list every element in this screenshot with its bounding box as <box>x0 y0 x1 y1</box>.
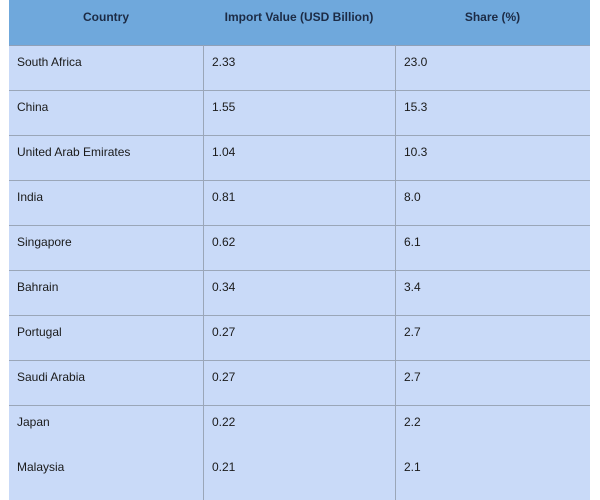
table-row: Portugal 0.27 2.7 <box>9 315 590 360</box>
column-divider <box>203 45 204 500</box>
cell-share: 2.1 <box>404 460 421 474</box>
cell-import-value: 0.27 <box>212 325 236 339</box>
row-divider <box>9 135 590 136</box>
cell-import-value: 0.21 <box>212 460 236 474</box>
table-row: United Arab Emirates 1.04 10.3 <box>9 135 590 180</box>
cell-import-value: 0.22 <box>212 415 236 429</box>
cell-share: 2.7 <box>404 370 421 384</box>
cell-country: China <box>17 100 49 114</box>
cell-country: Bahrain <box>17 280 59 294</box>
table-row: China 1.55 15.3 <box>9 90 590 135</box>
cell-share: 2.2 <box>404 415 421 429</box>
cell-share: 23.0 <box>404 55 428 69</box>
cell-import-value: 0.62 <box>212 235 236 249</box>
table-row: Japan 0.22 2.2 <box>9 405 590 450</box>
row-divider <box>9 90 590 91</box>
table-row: Malaysia 0.21 2.1 <box>9 450 590 495</box>
table-row: Singapore 0.62 6.1 <box>9 225 590 270</box>
cell-country: Saudi Arabia <box>17 370 86 384</box>
row-divider <box>9 270 590 271</box>
row-divider <box>9 225 590 226</box>
cell-import-value: 1.04 <box>212 145 236 159</box>
import-table: Country Import Value (USD Billion) Share… <box>9 0 590 500</box>
table-row: Bahrain 0.34 3.4 <box>9 270 590 315</box>
table-header-row: Country Import Value (USD Billion) Share… <box>9 0 590 46</box>
cell-import-value: 0.81 <box>212 190 236 204</box>
column-divider <box>395 45 396 500</box>
table-row: India 0.81 8.0 <box>9 180 590 225</box>
cell-import-value: 2.33 <box>212 55 236 69</box>
cell-country: Malaysia <box>17 460 65 474</box>
cell-country: Singapore <box>17 235 72 249</box>
table-row: Saudi Arabia 0.27 2.7 <box>9 360 590 405</box>
header-share: Share (%) <box>464 10 521 24</box>
cell-country: Japan <box>17 415 50 429</box>
cell-import-value: 0.27 <box>212 370 236 384</box>
cell-share: 15.3 <box>404 100 428 114</box>
cell-share: 3.4 <box>404 280 421 294</box>
cell-country: South Africa <box>17 55 82 69</box>
header-import-value: Import Value (USD Billion) <box>224 10 374 24</box>
header-country: Country <box>83 10 129 24</box>
cell-country: Portugal <box>17 325 62 339</box>
row-divider <box>9 360 590 361</box>
cell-share: 2.7 <box>404 325 421 339</box>
cell-country: India <box>17 190 44 204</box>
cell-import-value: 0.34 <box>212 280 236 294</box>
table-row: South Africa 2.33 23.0 <box>9 45 590 90</box>
cell-share: 10.3 <box>404 145 428 159</box>
row-divider <box>9 315 590 316</box>
cell-share: 8.0 <box>404 190 421 204</box>
cell-share: 6.1 <box>404 235 421 249</box>
row-divider <box>9 405 590 406</box>
cell-country: United Arab Emirates <box>17 145 131 159</box>
cell-import-value: 1.55 <box>212 100 236 114</box>
row-divider <box>9 180 590 181</box>
